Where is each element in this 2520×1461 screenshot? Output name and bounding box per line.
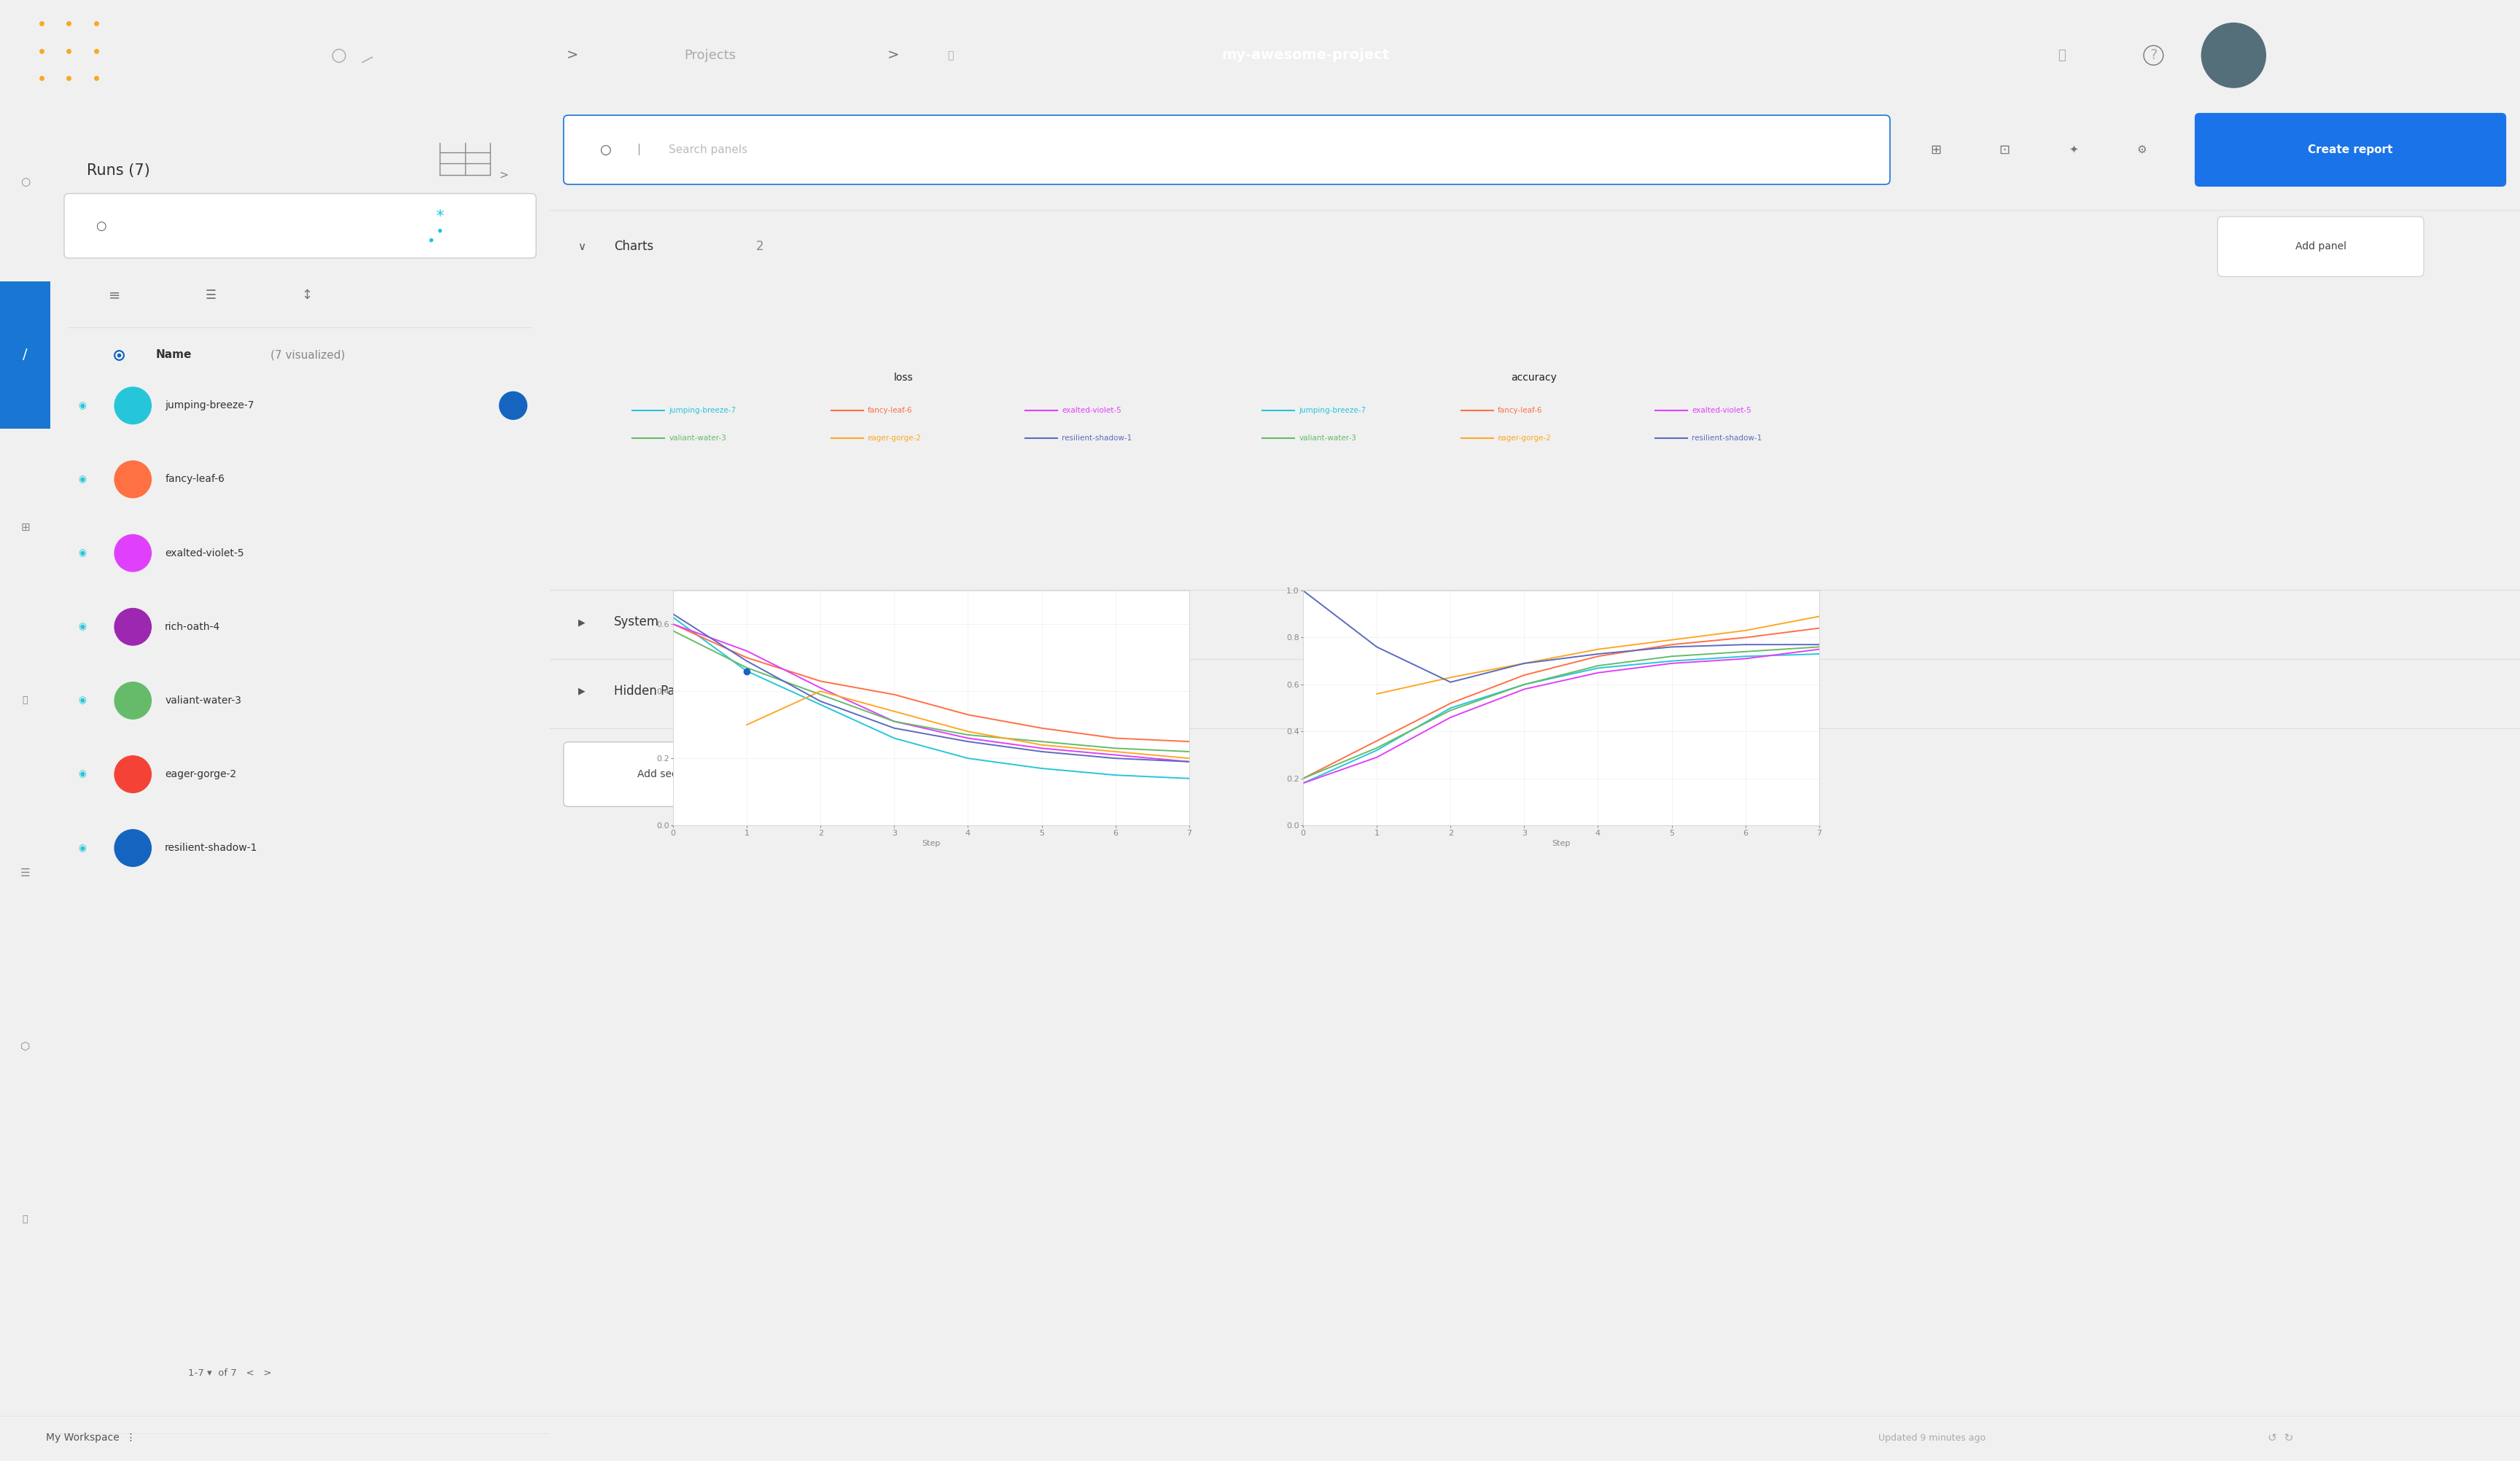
Text: Create report: Create report xyxy=(2308,145,2394,155)
Text: ○: ○ xyxy=(96,219,106,232)
Text: accuracy: accuracy xyxy=(1512,373,1557,383)
Text: ◉: ◉ xyxy=(78,622,86,631)
Text: ≡: ≡ xyxy=(108,288,121,302)
Text: Updated 9 minutes ago: Updated 9 minutes ago xyxy=(1877,1433,1986,1442)
Text: Search panels: Search panels xyxy=(668,145,748,155)
Circle shape xyxy=(113,830,151,866)
Text: N: N xyxy=(2228,48,2240,61)
Text: ⊞: ⊞ xyxy=(1930,143,1940,156)
Text: Hidden Panels: Hidden Panels xyxy=(615,685,701,698)
Text: exalted-violet-5: exalted-violet-5 xyxy=(1691,406,1751,413)
Text: 🔒: 🔒 xyxy=(948,50,953,60)
Text: rich-oath-4: rich-oath-4 xyxy=(164,622,219,633)
Text: fancy-leaf-6: fancy-leaf-6 xyxy=(867,406,912,413)
Text: eager-gorge-2: eager-gorge-2 xyxy=(1497,434,1552,441)
Circle shape xyxy=(113,460,151,498)
Text: jumping-breeze-7: jumping-breeze-7 xyxy=(164,400,255,411)
Bar xyxy=(0,281,50,428)
Text: exalted-violet-5: exalted-violet-5 xyxy=(1061,406,1121,413)
Text: ☰: ☰ xyxy=(20,868,30,880)
Text: 📋: 📋 xyxy=(23,695,28,706)
Text: 🔔: 🔔 xyxy=(2059,48,2066,61)
FancyBboxPatch shape xyxy=(2195,112,2507,187)
Text: 0: 0 xyxy=(869,685,877,698)
Text: ☰: ☰ xyxy=(204,288,217,301)
Text: ○: ○ xyxy=(20,177,30,187)
Text: 1-7 ▾  of 7   <   >: 1-7 ▾ of 7 < > xyxy=(189,1369,272,1378)
Circle shape xyxy=(113,755,151,793)
Text: ▶: ▶ xyxy=(580,618,585,627)
Text: loss: loss xyxy=(895,373,912,383)
Text: >: > xyxy=(567,48,580,63)
FancyBboxPatch shape xyxy=(2218,216,2424,276)
Circle shape xyxy=(2202,23,2265,88)
Text: ◉: ◉ xyxy=(78,475,86,484)
Text: ⊞: ⊞ xyxy=(20,522,30,533)
Circle shape xyxy=(113,682,151,719)
Text: resilient-shadow-1: resilient-shadow-1 xyxy=(1691,434,1761,441)
Text: Projects: Projects xyxy=(685,48,736,61)
Text: ✦: ✦ xyxy=(2069,145,2079,155)
Text: resilient-shadow-1: resilient-shadow-1 xyxy=(164,843,257,853)
Text: eager-gorge-2: eager-gorge-2 xyxy=(164,768,237,779)
Text: valiant-water-3: valiant-water-3 xyxy=(668,434,726,441)
Circle shape xyxy=(113,387,151,424)
FancyBboxPatch shape xyxy=(63,193,537,259)
Circle shape xyxy=(499,392,527,419)
Circle shape xyxy=(113,608,151,646)
Text: >: > xyxy=(499,169,509,181)
Text: 2: 2 xyxy=(756,240,764,253)
Text: ▶: ▶ xyxy=(580,687,585,695)
Text: ◉: ◉ xyxy=(78,843,86,853)
Text: fancy-leaf-6: fancy-leaf-6 xyxy=(164,475,224,485)
Text: ○: ○ xyxy=(330,47,348,64)
Text: ⊡: ⊡ xyxy=(1998,143,2011,156)
Text: fancy-leaf-6: fancy-leaf-6 xyxy=(1497,406,1542,413)
X-axis label: Step: Step xyxy=(922,840,940,847)
Text: |: | xyxy=(638,145,640,156)
FancyBboxPatch shape xyxy=(564,115,1890,184)
Text: /: / xyxy=(23,348,28,362)
Text: 14: 14 xyxy=(743,615,759,628)
Text: ↕: ↕ xyxy=(302,288,312,301)
Text: my-awesome-project: my-awesome-project xyxy=(1222,48,1389,63)
Text: valiant-water-3: valiant-water-3 xyxy=(164,695,242,706)
X-axis label: Step: Step xyxy=(1552,840,1570,847)
Text: Add panel: Add panel xyxy=(2296,241,2346,251)
Text: ◉: ◉ xyxy=(78,770,86,779)
Text: resilient-shadow-1: resilient-shadow-1 xyxy=(1061,434,1131,441)
Text: System: System xyxy=(615,615,660,628)
Text: jumping-breeze-7: jumping-breeze-7 xyxy=(1298,406,1366,413)
Text: ?: ? xyxy=(2150,48,2157,63)
Text: /: / xyxy=(360,53,373,67)
Text: >: > xyxy=(887,48,900,63)
Text: jumping-breeze-7: jumping-breeze-7 xyxy=(668,406,736,413)
Text: *: * xyxy=(436,209,444,224)
Text: Name: Name xyxy=(156,349,192,361)
Text: valiant-water-3: valiant-water-3 xyxy=(1298,434,1356,441)
FancyBboxPatch shape xyxy=(564,742,769,806)
Circle shape xyxy=(113,535,151,571)
Text: ○: ○ xyxy=(600,143,610,156)
Text: exalted-violet-5: exalted-violet-5 xyxy=(164,548,244,558)
Text: ∨: ∨ xyxy=(577,241,587,253)
Text: ↺  ↻: ↺ ↻ xyxy=(2268,1432,2293,1443)
Text: ⚙: ⚙ xyxy=(2137,145,2147,155)
Text: ◉: ◉ xyxy=(78,695,86,706)
Text: Add section: Add section xyxy=(638,768,696,779)
Text: ◉: ◉ xyxy=(78,548,86,558)
Text: My Workspace  ⋮: My Workspace ⋮ xyxy=(45,1433,136,1443)
Text: 💾: 💾 xyxy=(23,1214,28,1224)
Text: (7 visualized): (7 visualized) xyxy=(270,349,345,361)
Text: Charts: Charts xyxy=(615,240,653,253)
Text: Runs (7): Runs (7) xyxy=(88,164,151,178)
Text: eager-gorge-2: eager-gorge-2 xyxy=(867,434,922,441)
Text: ⬡: ⬡ xyxy=(20,1040,30,1052)
Text: ◉: ◉ xyxy=(78,400,86,411)
